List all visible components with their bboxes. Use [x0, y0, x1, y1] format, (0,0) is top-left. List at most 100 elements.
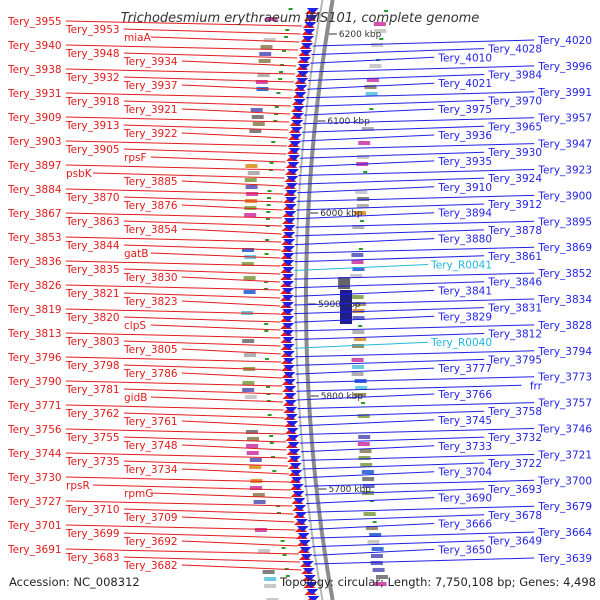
scale-label: 6000 kbp — [320, 209, 363, 219]
label-leader-line — [65, 236, 282, 243]
label-leader-line — [65, 308, 281, 315]
label-leader-line — [295, 367, 435, 375]
annotation-block — [357, 442, 370, 446]
label-leader-line — [298, 419, 435, 427]
tick-mark — [358, 248, 363, 250]
label-leader-line — [65, 68, 296, 75]
tick-mark — [267, 414, 272, 416]
label-leader-line — [181, 444, 287, 451]
annotation-block — [355, 190, 368, 194]
left-gene-label: Tery_3730 — [7, 472, 62, 484]
annotation-block — [245, 164, 258, 168]
forward-gene-arrow — [295, 519, 308, 525]
right-gene-label: Tery_3910 — [437, 182, 492, 194]
label-leader-line — [150, 252, 281, 259]
forward-gene-arrow — [283, 379, 296, 385]
left-gene-label: miaA — [124, 32, 152, 44]
tick-mark — [274, 106, 279, 108]
label-leader-line — [150, 156, 286, 163]
left-gene-label: Tery_3755 — [65, 432, 120, 444]
right-gene-label: Tery_3846 — [487, 277, 542, 289]
forward-gene-arrow — [289, 456, 301, 462]
right-gene-label: Tery_3834 — [537, 294, 592, 306]
label-leader-line — [297, 402, 535, 410]
annotation-block — [251, 115, 264, 119]
backbone-outer — [304, 0, 335, 600]
annotation-block — [358, 456, 371, 460]
right-gene-label: Tery_3773 — [537, 372, 592, 384]
label-leader-line — [294, 333, 485, 340]
annotation-block — [254, 528, 267, 532]
annotation-block — [358, 141, 371, 145]
tick-mark — [379, 38, 384, 40]
left-gene-label: Tery_3762 — [65, 408, 120, 420]
left-gene-label: Tery_3903 — [7, 136, 62, 148]
label-leader-line — [302, 462, 485, 470]
tick-mark — [276, 92, 281, 94]
label-leader-line — [150, 396, 284, 403]
label-leader-line — [123, 316, 281, 323]
annotation-block — [264, 577, 277, 581]
accession-label: Accession: NC_008312 — [9, 575, 140, 589]
label-leader-line — [150, 36, 300, 43]
right-gene-label: Tery_3757 — [537, 398, 592, 410]
forward-gene-arrow — [290, 470, 303, 476]
left-gene-label: Tery_3786 — [123, 368, 178, 380]
right-gene-label: Tery_3704 — [437, 467, 492, 479]
left-gene-label: Tery_3931 — [7, 88, 62, 100]
label-leader-line — [309, 523, 435, 530]
left-gene-label: Tery_3692 — [123, 536, 178, 548]
label-leader-line — [123, 292, 281, 299]
forward-gene-arrow — [283, 232, 296, 238]
right-gene-label: Tery_R0041 — [430, 260, 492, 272]
label-leader-line — [181, 180, 284, 187]
right-gene-labels: Tery_4020Tery_4028Tery_4010Tery_3996Tery… — [430, 35, 592, 565]
label-leader-line — [65, 188, 284, 195]
label-leader-line — [123, 124, 289, 131]
right-gene-label: Tery_3732 — [487, 432, 542, 444]
left-gene-label: gidB — [124, 392, 147, 404]
forward-gene-arrow — [292, 113, 305, 119]
label-leader-line — [65, 524, 296, 531]
label-leader-line — [92, 172, 285, 179]
label-leader-line — [123, 460, 289, 467]
label-leader-line — [123, 532, 297, 539]
label-leader-line — [65, 332, 281, 339]
scale-label: 6200 kbp — [339, 30, 382, 40]
label-leader-line — [150, 324, 281, 331]
right-gene-label: Tery_3678 — [487, 510, 542, 522]
right-gene-label: Tery_3831 — [487, 303, 542, 315]
annotation-block — [359, 449, 372, 453]
right-gene-label: Tery_R0040 — [430, 337, 492, 349]
tick-mark — [264, 330, 269, 332]
tick-mark — [264, 288, 268, 290]
tick-mark — [264, 253, 269, 255]
right-gene-label: Tery_3649 — [487, 536, 542, 548]
forward-gene-arrow — [297, 71, 310, 77]
left-gene-label: Tery_3803 — [65, 336, 120, 348]
right-gene-label: Tery_4010 — [437, 52, 492, 64]
annotation-block — [364, 85, 377, 89]
scale-label: 6100 kbp — [327, 117, 370, 127]
label-leader-line — [181, 516, 295, 523]
forward-gene-arrow — [305, 582, 318, 588]
tick-mark — [272, 470, 277, 472]
right-gene-label: Tery_3957 — [537, 113, 592, 125]
label-leader-line — [296, 203, 485, 211]
annotation-block — [242, 388, 255, 392]
tick-mark — [271, 456, 275, 458]
tick-mark — [282, 554, 287, 556]
label-leader-line — [123, 220, 282, 227]
right-gene-label: Tery_3829 — [437, 311, 492, 323]
forward-gene-arrow — [282, 316, 295, 322]
forward-gene-arrow — [296, 78, 309, 84]
forward-gene-arrow — [303, 575, 316, 581]
label-leader-line — [303, 479, 535, 487]
annotation-block — [351, 295, 364, 299]
left-label-leaders — [65, 20, 303, 571]
left-gene-label: rpsR — [66, 480, 90, 492]
label-leader-line — [301, 453, 535, 461]
forward-gene-arrow — [293, 99, 306, 105]
genome-backbone — [295, 0, 335, 600]
label-leader-line — [294, 350, 535, 358]
